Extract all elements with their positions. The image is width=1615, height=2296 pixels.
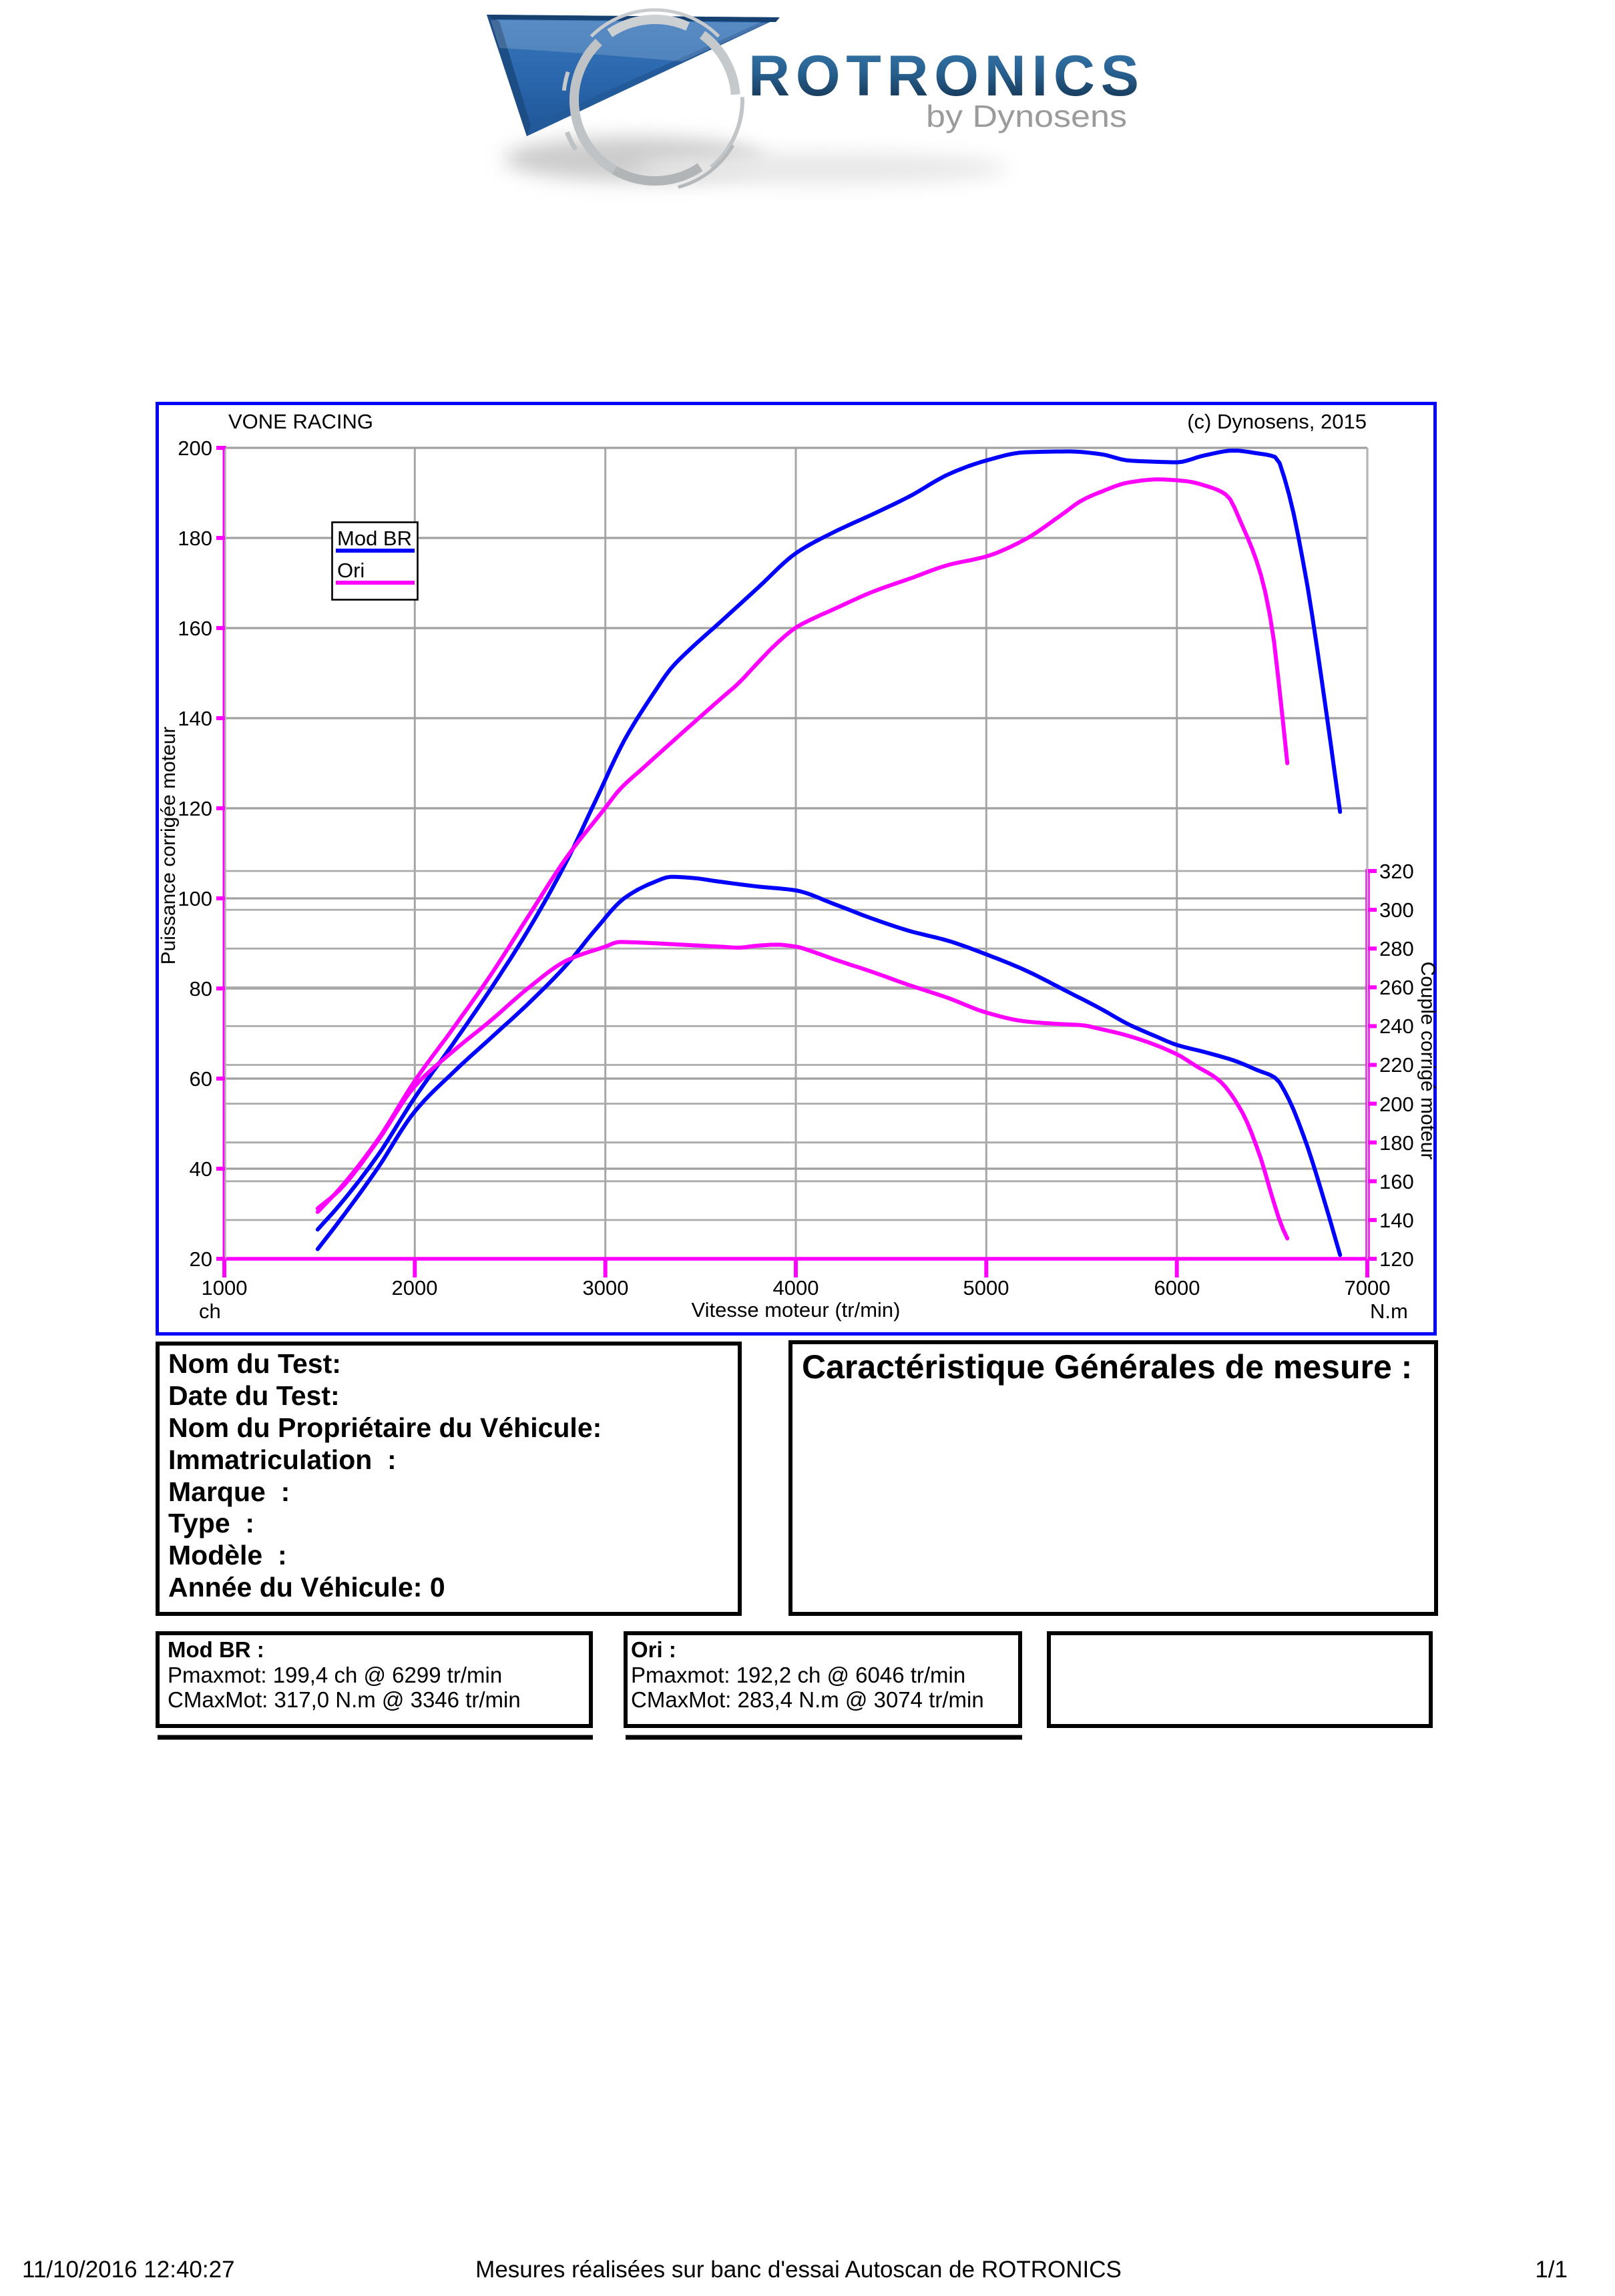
svg-text:Caractéristique Générales de m: Caractéristique Générales de mesure :: [802, 1348, 1412, 1386]
svg-text:3000: 3000: [583, 1276, 629, 1300]
svg-text:7000: 7000: [1345, 1276, 1391, 1300]
svg-text:220: 220: [1379, 1053, 1414, 1077]
svg-text:11/10/2016 12:40:27: 11/10/2016 12:40:27: [22, 2257, 235, 2283]
svg-text:Marque :: Marque :: [168, 1476, 290, 1507]
svg-text:Mesures réalisées sur banc d'e: Mesures réalisées sur banc d'essai Autos…: [475, 2257, 1122, 2283]
svg-text:by Dynosens: by Dynosens: [926, 99, 1127, 133]
svg-text:Nom du Propriétaire du Véhicul: Nom du Propriétaire du Véhicule:: [168, 1412, 602, 1443]
svg-text:Type :: Type :: [168, 1508, 254, 1538]
svg-text:Pmaxmot: 199,4 ch @ 6299 tr/mi: Pmaxmot: 199,4 ch @ 6299 tr/min: [168, 1663, 502, 1687]
svg-text:Date du Test:: Date du Test:: [168, 1380, 340, 1411]
svg-text:40: 40: [190, 1157, 212, 1181]
svg-text:Pmaxmot: 192,2 ch @ 6046 tr/mi: Pmaxmot: 192,2 ch @ 6046 tr/min: [631, 1663, 965, 1687]
svg-text:Puissance corrigée moteur: Puissance corrigée moteur: [158, 727, 180, 965]
svg-text:6000: 6000: [1154, 1276, 1200, 1300]
svg-text:(c) Dynosens, 2015: (c) Dynosens, 2015: [1187, 410, 1367, 433]
svg-text:Immatriculation :: Immatriculation :: [168, 1444, 397, 1475]
svg-text:140: 140: [1379, 1209, 1414, 1232]
svg-text:20: 20: [190, 1247, 212, 1271]
svg-text:Vitesse moteur (tr/min): Vitesse moteur (tr/min): [692, 1298, 901, 1322]
svg-text:180: 180: [1379, 1131, 1414, 1155]
svg-text:1000: 1000: [202, 1276, 248, 1300]
svg-text:VONE RACING: VONE RACING: [228, 410, 373, 433]
svg-text:180: 180: [178, 527, 212, 550]
svg-text:ch: ch: [199, 1300, 221, 1323]
svg-text:Ori :: Ori :: [631, 1637, 676, 1662]
svg-text:160: 160: [178, 617, 212, 640]
svg-text:N.m: N.m: [1370, 1300, 1408, 1323]
svg-text:260: 260: [1379, 976, 1414, 999]
svg-text:CMaxMot: 283,4 N.m @ 3074 tr/m: CMaxMot: 283,4 N.m @ 3074 tr/min: [631, 1687, 984, 1712]
svg-text:CMaxMot: 317,0 N.m @ 3346 tr/m: CMaxMot: 317,0 N.m @ 3346 tr/min: [168, 1687, 521, 1712]
svg-text:120: 120: [1379, 1247, 1414, 1271]
svg-text:Ori: Ori: [337, 559, 365, 582]
svg-text:2000: 2000: [392, 1276, 438, 1300]
svg-text:240: 240: [1379, 1015, 1414, 1038]
svg-text:300: 300: [1379, 898, 1414, 922]
svg-text:60: 60: [190, 1067, 212, 1091]
svg-text:100: 100: [178, 887, 212, 910]
svg-text:200: 200: [178, 437, 212, 460]
svg-text:140: 140: [178, 707, 212, 730]
svg-text:ROTRONICS: ROTRONICS: [748, 44, 1139, 108]
svg-text:Mod BR :: Mod BR :: [168, 1637, 264, 1662]
svg-text:4000: 4000: [773, 1276, 819, 1300]
svg-text:1/1: 1/1: [1535, 2257, 1568, 2283]
svg-text:80: 80: [190, 977, 212, 1000]
svg-text:200: 200: [1379, 1093, 1414, 1116]
svg-text:Mod BR: Mod BR: [337, 527, 412, 550]
svg-text:Année du Véhicule: 0: Année du Véhicule: 0: [168, 1572, 445, 1603]
svg-text:Nom du Test:: Nom du Test:: [168, 1348, 341, 1379]
svg-text:Couple corrigé moteur: Couple corrigé moteur: [1417, 962, 1439, 1160]
svg-text:Modèle :: Modèle :: [168, 1540, 287, 1570]
svg-text:320: 320: [1379, 860, 1414, 883]
svg-text:5000: 5000: [963, 1276, 1009, 1300]
svg-text:280: 280: [1379, 937, 1414, 960]
svg-text:120: 120: [178, 797, 212, 820]
svg-text:160: 160: [1379, 1170, 1414, 1193]
